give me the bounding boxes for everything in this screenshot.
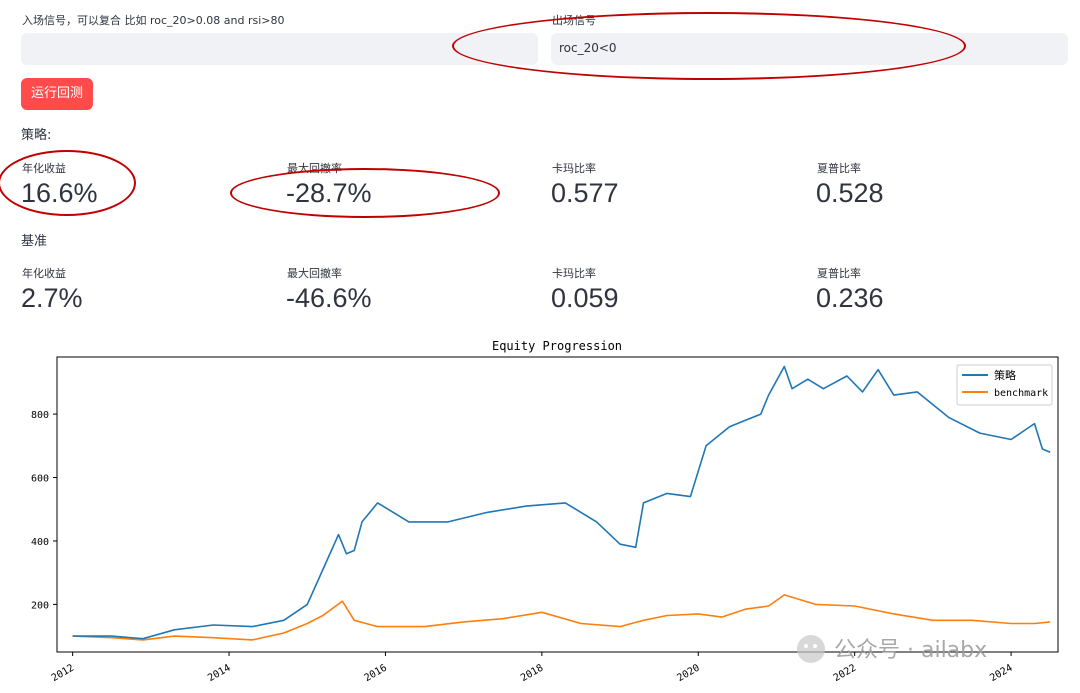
benchmark-sharpe-value: 0.236 xyxy=(816,283,884,313)
y-tick-label: 200 xyxy=(31,600,49,611)
exit-signal-label: 出场信号 xyxy=(552,14,596,27)
benchmark-max-drawdown-value: -46.6% xyxy=(286,283,372,313)
y-tick-label: 800 xyxy=(31,410,49,421)
benchmark-max-drawdown-label: 最大回撤率 xyxy=(287,267,342,280)
chart-title: Equity Progression xyxy=(492,339,622,353)
watermark-text: 公众号 · ailabx xyxy=(834,638,987,663)
strategy-max-drawdown-label: 最大回撤率 xyxy=(287,162,342,175)
legend-label-benchmark: benchmark xyxy=(994,388,1048,399)
x-tick-label: 2022 xyxy=(832,663,858,685)
run-backtest-button[interactable]: 运行回测 xyxy=(21,78,93,110)
strategy-annual-return-value: 16.6% xyxy=(21,178,98,208)
benchmark-annual-return-label: 年化收益 xyxy=(22,267,66,280)
strategy-calmar-label: 卡玛比率 xyxy=(552,162,596,175)
benchmark-calmar-value: 0.059 xyxy=(551,283,619,313)
series-line-benchmark xyxy=(72,594,1051,641)
benchmark-annual-return-value: 2.7% xyxy=(21,283,83,313)
x-tick-label: 2018 xyxy=(519,663,545,685)
strategy-max-drawdown-value: -28.7% xyxy=(286,178,372,208)
chart-legend: 策略 benchmark xyxy=(956,364,1053,406)
strategy-annual-return-label: 年化收益 xyxy=(22,162,66,175)
strategy-sharpe-value: 0.528 xyxy=(816,178,884,208)
benchmark-section-title: 基准 xyxy=(21,234,48,249)
exit-signal-input[interactable]: roc_20<0 xyxy=(551,33,1068,65)
y-tick-label: 600 xyxy=(31,474,49,485)
legend-label-strategy: 策略 xyxy=(994,368,1016,382)
x-tick-label: 2014 xyxy=(206,663,232,685)
watermark: 公众号 · ailabx xyxy=(797,635,987,663)
y-tick-label: 400 xyxy=(31,537,49,548)
strategy-sharpe-label: 夏普比率 xyxy=(817,162,861,175)
series-line-strategy xyxy=(72,365,1051,640)
exit-signal-value: roc_20<0 xyxy=(559,41,617,55)
x-tick-label: 2012 xyxy=(50,663,76,685)
x-tick-label: 2016 xyxy=(363,663,389,685)
benchmark-sharpe-label: 夏普比率 xyxy=(817,267,861,280)
x-tick-label: 2024 xyxy=(988,663,1014,685)
strategy-section-title: 策略: xyxy=(21,128,52,143)
equity-chart: Equity Progression 200 400 600 800 2012 2014… xyxy=(31,339,1059,685)
x-tick-label: 2020 xyxy=(675,663,701,685)
chart-plot-area xyxy=(56,356,1059,653)
strategy-calmar-value: 0.577 xyxy=(551,178,619,208)
benchmark-calmar-label: 卡玛比率 xyxy=(552,267,596,280)
entry-signal-label: 入场信号，可以复合 比如 roc_20>0.08 and rsi>80 xyxy=(22,14,285,27)
entry-signal-input[interactable] xyxy=(21,33,538,65)
